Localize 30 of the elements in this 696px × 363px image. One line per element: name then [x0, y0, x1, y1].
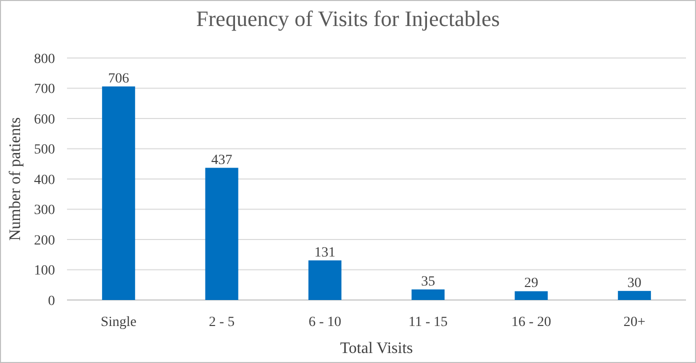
y-tick-label: 800: [34, 52, 55, 67]
x-axis-title: Total Visits: [340, 340, 413, 357]
data-label: 30: [627, 276, 642, 291]
x-tick-label: 2 - 5: [208, 315, 235, 330]
y-tick-label: 200: [34, 233, 55, 248]
data-label: 35: [421, 274, 436, 290]
y-tick-label: 600: [34, 112, 55, 128]
x-tick-label: 20+: [623, 315, 646, 330]
y-axis-title: Number of patients: [7, 117, 24, 241]
y-tick-label: 400: [34, 172, 55, 188]
bar: [618, 290, 651, 300]
bar: [308, 260, 342, 300]
chart-title: Frequency of Visits for Injectables: [196, 6, 500, 31]
y-tick-label: 500: [34, 142, 55, 158]
y-tick-label: 700: [34, 82, 55, 98]
bar: [205, 168, 238, 300]
data-label: 437: [211, 152, 232, 168]
data-label: 131: [314, 245, 336, 260]
bar: [514, 291, 548, 300]
y-tick-label: 100: [34, 264, 55, 279]
bar: [412, 289, 445, 300]
x-tick-label: 6 - 10: [308, 315, 342, 330]
y-tick-label: 300: [34, 203, 55, 218]
bar: [102, 86, 136, 300]
y-tick-label: 0: [48, 294, 55, 309]
data-label: 29: [524, 276, 538, 292]
x-tick-label: 11 - 15: [408, 315, 448, 330]
data-label: 706: [108, 71, 130, 86]
x-tick-label: 16 - 20: [511, 315, 552, 330]
x-tick-label: Single: [100, 315, 136, 330]
